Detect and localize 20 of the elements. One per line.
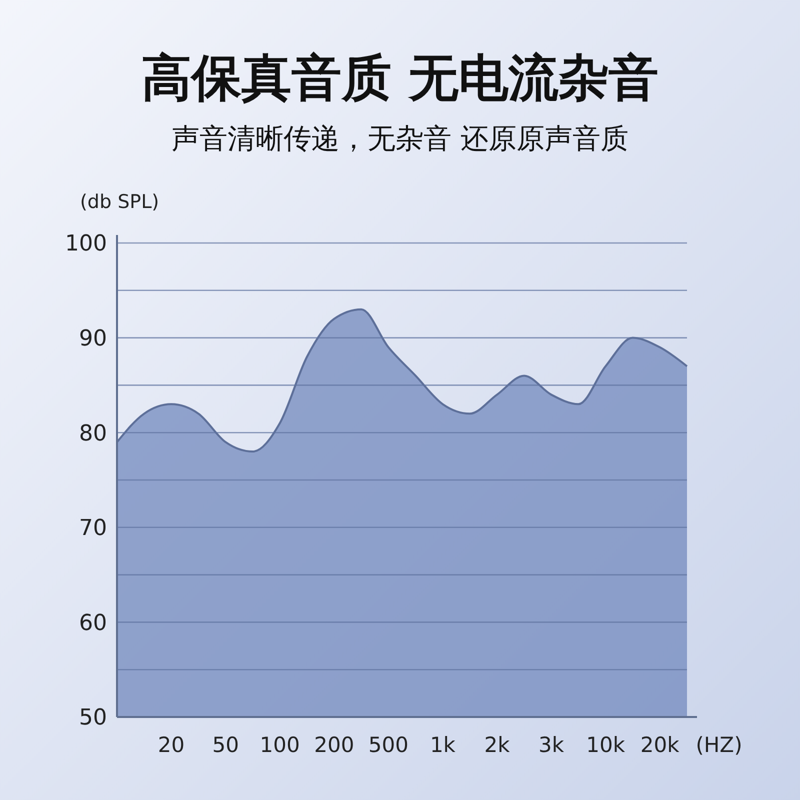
y-tick-label: 70 [79, 516, 107, 542]
x-tick-label: 1k [430, 733, 456, 757]
chart-title: 高保真音质 无电流杂音 [141, 49, 659, 107]
x-tick-label: 3k [538, 733, 565, 757]
y-tick-label: 50 [79, 706, 107, 731]
x-tick-label: 20k [640, 733, 680, 757]
x-tick-label: 2k [484, 733, 511, 757]
x-tick-label: 500 [368, 733, 408, 757]
x-tick-label: 200 [314, 733, 354, 757]
x-tick-label: 50 [212, 733, 239, 757]
y-axis-title: (db SPL) [80, 191, 160, 213]
y-tick-label: 100 [65, 232, 107, 257]
x-tick-label: 10k [586, 733, 626, 757]
y-tick-label: 60 [79, 610, 107, 636]
chart-subtitle: 声音清晰传递，无杂音 还原原声音质 [172, 122, 628, 155]
x-tick-label: 20 [158, 733, 185, 757]
y-tick-label: 80 [79, 421, 107, 446]
y-tick-label: 90 [79, 326, 107, 352]
x-axis-title: (HZ) [696, 733, 742, 757]
x-tick-label: 100 [260, 733, 300, 757]
